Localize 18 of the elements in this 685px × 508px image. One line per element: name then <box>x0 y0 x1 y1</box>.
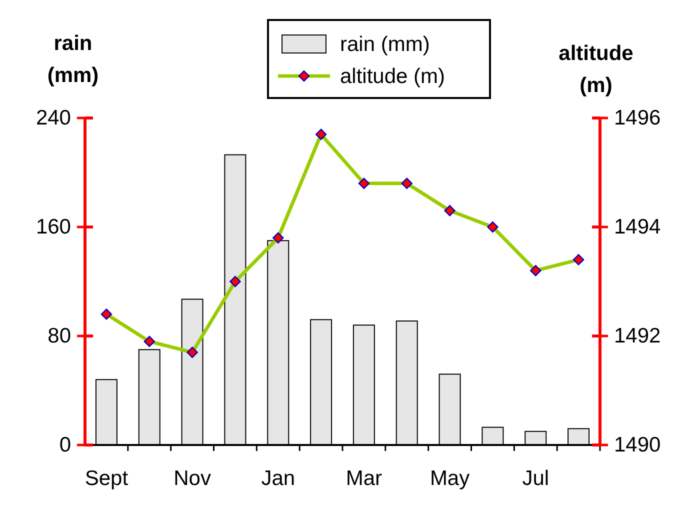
y2-tick-label: 1494 <box>614 216 662 239</box>
x-tick-label: Nov <box>174 467 212 490</box>
y-axis-title: rain (mm) <box>47 32 99 87</box>
legend-label: altitude (m) <box>340 65 446 88</box>
x-tick-label: Sept <box>84 467 128 490</box>
x-tick-label: Jul <box>522 467 550 490</box>
legend-label: rain (mm) <box>340 33 430 56</box>
y-tick-label: 80 <box>48 324 71 348</box>
y2-tick-label: 1490 <box>614 434 661 457</box>
y2-tick-label: 1496 <box>614 106 661 130</box>
x-tick-label: May <box>430 467 470 490</box>
y-tick-label: 240 <box>36 106 71 130</box>
x-tick-label: Mar <box>346 467 382 490</box>
y-tick-label: 160 <box>36 216 71 239</box>
x-tick-label: Jan <box>261 467 296 490</box>
y2-axis-title: altitude (m) <box>558 42 634 97</box>
y2-tick-label: 1492 <box>614 324 661 348</box>
y-tick-label: 0 <box>59 434 71 457</box>
